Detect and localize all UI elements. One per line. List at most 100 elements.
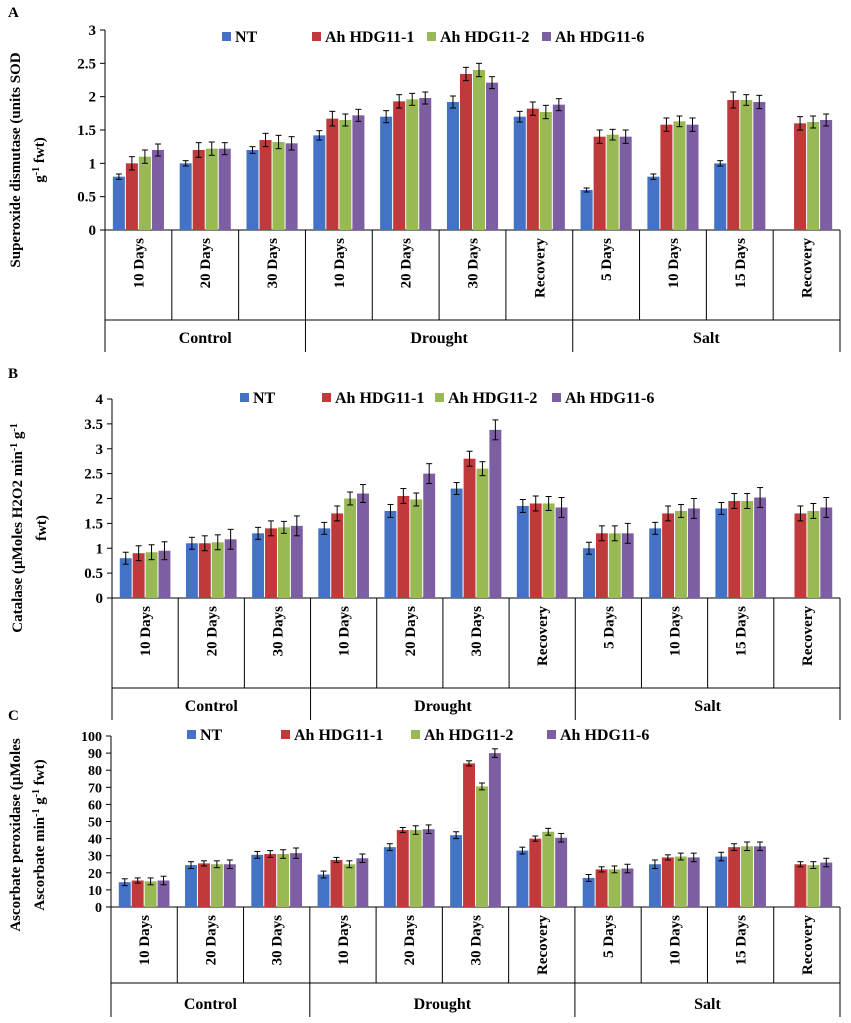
chart-panel-c: C Ascorbate peroxidase (µMoles Ascorbate m…: [8, 708, 841, 1017]
x-tick-label: Recovery: [535, 606, 551, 666]
y-tick-label: 100: [81, 730, 102, 745]
y-tick-label: 60: [88, 798, 102, 813]
panel-label: A: [8, 5, 19, 21]
chart-panel-b: B Catalase (µMoles H2O2 min-1 g-1 fwt) 0 0.5…: [8, 366, 841, 720]
bar: [595, 533, 608, 598]
bar: [343, 864, 356, 907]
legend-label: Ah HDG11-1: [294, 727, 383, 744]
bar: [118, 882, 131, 907]
group-label: Drought: [414, 996, 472, 1013]
legend-swatch: [427, 32, 436, 41]
group-label: Drought: [410, 330, 468, 347]
bar: [393, 101, 406, 230]
y-axis-title: fwt): [34, 515, 50, 541]
legend-swatch: [312, 32, 321, 41]
group-label: Salt: [693, 330, 720, 347]
x-tick-label: 30 Days: [466, 238, 482, 289]
bar: [356, 858, 369, 907]
bar: [112, 176, 125, 230]
bar: [406, 99, 419, 230]
x-tick-label: 15 Days: [734, 606, 750, 657]
bar: [211, 542, 224, 598]
bar: [715, 508, 728, 598]
bar: [157, 880, 170, 907]
x-tick-label: 10 Days: [668, 606, 684, 657]
bar: [820, 862, 833, 907]
bar: [675, 510, 687, 598]
bar: [728, 847, 741, 907]
y-tick-label: 2.5: [84, 467, 103, 483]
bar: [331, 513, 344, 598]
bar: [463, 763, 475, 907]
bar: [662, 513, 675, 598]
bar: [529, 503, 542, 598]
y-tick-label: 0.5: [84, 566, 103, 582]
bar: [422, 829, 435, 907]
bar: [583, 548, 595, 598]
bar: [397, 496, 410, 598]
legend-swatch: [187, 730, 196, 739]
y-tick-label: 0: [95, 901, 102, 916]
bar: [727, 100, 740, 230]
bar: [125, 163, 138, 230]
bar: [529, 838, 542, 907]
bar: [138, 156, 151, 230]
bar: [488, 753, 501, 907]
bar: [648, 864, 661, 907]
bar: [661, 857, 674, 907]
bar: [317, 874, 330, 907]
y-tick-label: 1.5: [77, 123, 96, 139]
bar: [210, 864, 223, 907]
bar: [673, 121, 686, 230]
x-tick-label: 30 Days: [469, 606, 485, 657]
bar: [608, 533, 621, 598]
bar: [352, 115, 365, 230]
bar: [794, 864, 807, 907]
bar: [714, 163, 727, 230]
legend-label: Ah HDG11-2: [424, 727, 513, 744]
bar: [476, 468, 489, 598]
legend-label: Ah HDG11-6: [560, 727, 649, 744]
x-tick-label: 10 Days: [337, 606, 353, 657]
bar: [552, 104, 565, 230]
bar: [144, 881, 157, 907]
bar: [132, 553, 145, 598]
legend-swatch: [240, 393, 249, 402]
bar: [820, 120, 833, 230]
group-label: Control: [179, 330, 233, 347]
bar: [223, 864, 236, 907]
bar: [277, 527, 290, 598]
legend-label: NT: [253, 390, 276, 407]
legend-label: Ah HDG11-6: [565, 390, 654, 407]
x-tick-label: 30 Days: [265, 238, 281, 289]
x-tick-label: 5 Days: [599, 238, 615, 281]
x-tick-label: 20 Days: [203, 915, 219, 966]
y-tick-label: 30: [88, 850, 102, 865]
bar: [265, 528, 277, 598]
y-tick-label: 1: [96, 541, 104, 557]
bar: [318, 528, 331, 598]
x-tick-label: 15 Days: [733, 238, 749, 289]
bar: [741, 846, 754, 907]
chart-panel-a: A Superoxide dismutase (units SOD g-1 fwt)…: [8, 5, 841, 352]
bar: [290, 525, 303, 598]
bar: [419, 98, 432, 230]
bar: [197, 863, 210, 907]
y-tick-label: 70: [88, 781, 102, 796]
group-label: Salt: [694, 698, 721, 715]
y-tick-label: 3: [89, 23, 97, 39]
x-tick-label: Recovery: [800, 915, 816, 975]
group-label: Salt: [694, 996, 721, 1013]
x-tick-label: 20 Days: [204, 606, 220, 657]
y-axis-title: Ascorbate peroxidase (µMoles: [8, 738, 24, 931]
panel-label: B: [8, 366, 18, 382]
bar: [526, 108, 539, 230]
legend-swatch: [281, 730, 290, 739]
legend-label: Ah HDG11-2: [440, 29, 529, 46]
bar: [582, 877, 595, 907]
x-tick-label: 30 Days: [469, 915, 485, 966]
bar: [486, 82, 499, 231]
y-tick-label: 3: [96, 442, 104, 458]
y-tick-label: 2: [96, 492, 104, 508]
bar: [674, 856, 687, 907]
